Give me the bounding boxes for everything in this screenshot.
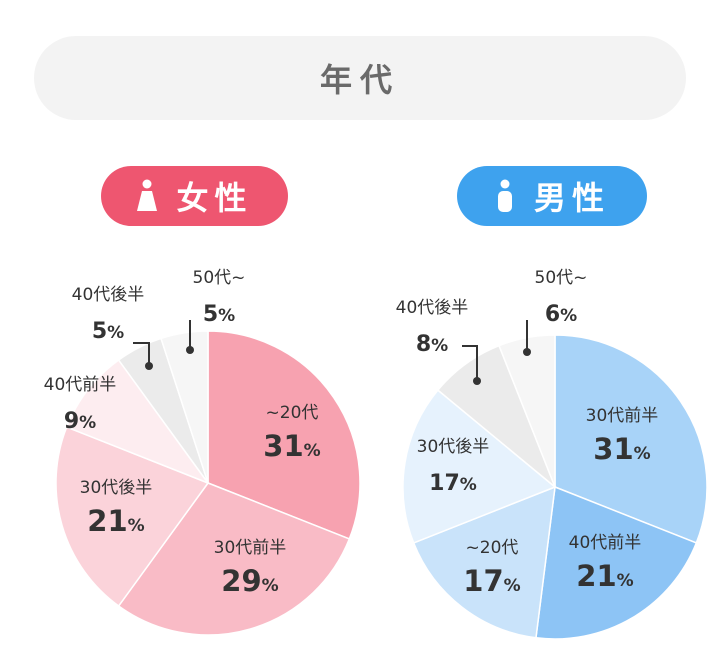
female-person-icon xyxy=(137,179,158,211)
slice-value-label: 5% xyxy=(203,302,235,327)
slice-category-label: ~20代 xyxy=(266,403,319,423)
male-person-icon xyxy=(497,179,512,212)
pie-slice xyxy=(207,330,361,540)
pie-slice xyxy=(55,426,210,608)
slice-value-label: 31% xyxy=(593,432,650,466)
pie-slice xyxy=(65,358,211,485)
slice-category-label: 40代後半 xyxy=(396,298,469,318)
slice-value-label: 29% xyxy=(221,564,278,598)
slice-value-label: 21% xyxy=(87,504,144,538)
label-leader-dot xyxy=(523,348,531,356)
slice-category-label: 50代~ xyxy=(193,268,246,288)
slice-value-label: 5% xyxy=(92,319,124,344)
slice-category-label: 40代後半 xyxy=(72,285,145,305)
slice-category-label: ~20代 xyxy=(466,538,519,558)
female-badge: 女性 xyxy=(101,166,288,226)
label-leader-line xyxy=(133,342,150,366)
male-badge: 男性 xyxy=(457,166,647,226)
slice-value-label: 17% xyxy=(429,471,477,496)
slice-value-label: 17% xyxy=(463,564,520,598)
slice-category-label: 30代後半 xyxy=(417,437,490,457)
label-leader-dot xyxy=(145,362,153,370)
slice-category-label: 30代前半 xyxy=(586,406,659,426)
slice-value-label: 9% xyxy=(64,409,96,434)
section-title-bar: 年代 xyxy=(34,36,686,120)
label-leader-line xyxy=(462,345,478,381)
slice-value-label: 8% xyxy=(416,332,448,357)
label-leader-dot xyxy=(186,346,194,354)
pie-slice xyxy=(160,330,209,484)
pie-slice xyxy=(554,334,708,544)
slice-value-label: 6% xyxy=(545,302,577,327)
slice-value-label: 31% xyxy=(263,429,320,463)
pie-slice xyxy=(535,485,698,640)
pie-slice xyxy=(117,482,351,636)
female-label: 女性 xyxy=(176,179,253,217)
pie-slice xyxy=(402,389,557,544)
male-label: 男性 xyxy=(533,179,610,217)
pie-slice xyxy=(412,485,556,639)
slice-category-label: 40代前半 xyxy=(44,375,117,395)
slice-category-label: 40代前半 xyxy=(569,533,642,553)
slice-category-label: 30代前半 xyxy=(214,538,287,558)
slice-value-label: 21% xyxy=(576,559,633,593)
slice-category-label: 30代後半 xyxy=(80,478,153,498)
section-title: 年代 xyxy=(319,61,400,99)
slice-category-label: 50代~ xyxy=(535,268,588,288)
label-leader-dot xyxy=(473,377,481,385)
